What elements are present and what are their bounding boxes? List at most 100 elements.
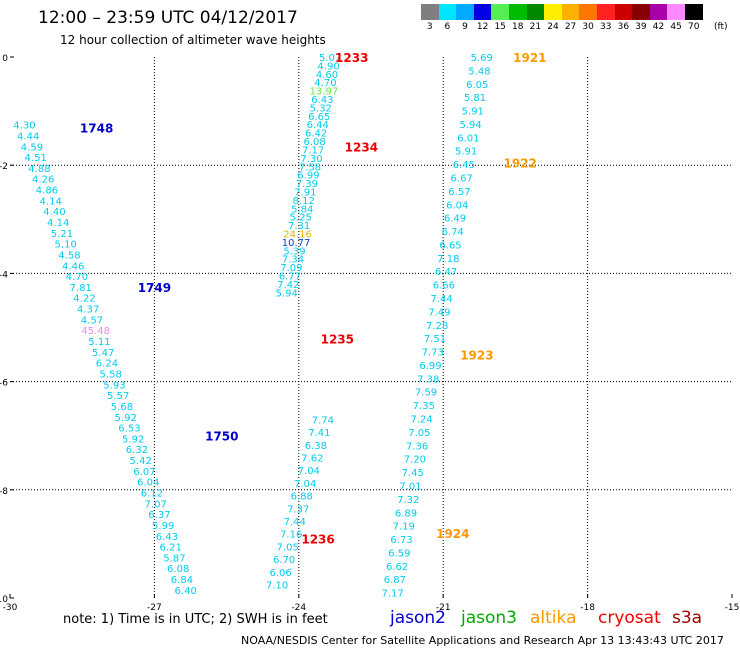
color-swatch <box>544 4 562 20</box>
wave-height-label: 4.37 <box>77 305 99 316</box>
wave-height-label: 5.91 <box>455 147 477 158</box>
time-label: 1235 <box>321 332 354 346</box>
wave-height-label: 6.77 <box>279 272 301 283</box>
wave-height-label: 6.70 <box>273 555 295 566</box>
wave-height-label: 6.62 <box>386 562 408 573</box>
wave-height-label: 6.01 <box>457 133 479 144</box>
color-scale-cell: 33 <box>596 4 615 32</box>
x-tick-label: -15 <box>725 603 740 613</box>
wave-height-label: 7.01 <box>399 481 421 492</box>
wave-height-label: 5.68 <box>111 402 133 413</box>
wave-height-label: 6.42 <box>305 129 327 140</box>
wave-height-label: 4.70 <box>66 272 88 283</box>
wave-height-label: 6.53 <box>118 424 140 435</box>
wave-height-label: 7.39 <box>296 179 318 190</box>
time-label: 1750 <box>205 430 238 444</box>
wave-height-label: 7.74 <box>312 415 334 426</box>
wave-height-label: 7.05 <box>408 428 430 439</box>
wave-height-label: 10.77 <box>282 238 311 249</box>
color-swatch <box>491 4 509 20</box>
wave-height-label: 7.45 <box>402 468 424 479</box>
wave-height-label: 7.36 <box>406 441 428 452</box>
wave-height-label: 6.66 <box>433 281 455 292</box>
wave-height-label: 7.19 <box>393 522 415 533</box>
color-scale-tick: 36 <box>617 22 630 32</box>
wave-height-label: 4.44 <box>17 131 39 142</box>
x-tick-label: -24 <box>291 603 306 613</box>
wave-height-label: 4.14 <box>47 218 69 229</box>
wave-height-label: 5.32 <box>310 103 332 114</box>
color-scale-tick: 24 <box>547 22 559 32</box>
wave-height-label: 7.59 <box>415 388 437 399</box>
wave-height-label: 6.87 <box>384 575 406 586</box>
wave-height-label: 6.32 <box>126 445 148 456</box>
x-tick-label: -30 <box>3 603 18 613</box>
y-tick-label: -10 <box>0 595 8 605</box>
wave-height-label: 4.58 <box>58 250 80 261</box>
wave-height-label: 6.57 <box>448 187 470 198</box>
wave-height-label: 7.42 <box>277 280 299 291</box>
color-scale-tick: 6 <box>444 22 451 32</box>
wave-height-label: 6.45 <box>453 160 475 171</box>
wave-height-label: 7.49 <box>428 307 450 318</box>
color-scale-cell: 70 <box>684 4 703 32</box>
color-scale-tick: 42 <box>652 22 665 32</box>
wave-height-label: 7.62 <box>301 454 323 465</box>
wave-height-label: 6.65 <box>308 112 330 123</box>
wave-height-label: 4.88 <box>28 164 50 175</box>
satellite-legend-jason3: jason3 <box>461 608 517 628</box>
color-swatch <box>561 4 580 20</box>
time-label: 1921 <box>513 51 546 65</box>
wave-height-label: 6.43 <box>156 532 178 543</box>
color-scale-tick: 18 <box>512 22 524 32</box>
color-swatch <box>473 4 492 20</box>
color-scale-tick: 30 <box>582 22 594 32</box>
color-swatch <box>438 4 457 20</box>
page-subtitle: 12 hour collection of altimeter wave hei… <box>60 33 326 47</box>
wave-height-label: 4.51 <box>25 153 47 164</box>
wave-height-label: 4.30 <box>13 121 35 132</box>
wave-height-label: 5.84 <box>291 204 313 215</box>
wave-height-label: 8.12 <box>293 196 315 207</box>
wave-height-label: 6.73 <box>390 535 412 546</box>
wave-height-label: 7.41 <box>308 428 330 439</box>
wave-height-label: 4.26 <box>32 175 54 186</box>
color-scale-tick: 12 <box>476 22 489 32</box>
time-label: 1924 <box>436 527 469 541</box>
color-scale-tick: 39 <box>635 22 647 32</box>
wave-height-label: 5.93 <box>103 380 125 391</box>
color-swatch <box>421 4 439 20</box>
wave-height-label: 5.21 <box>51 229 73 240</box>
wave-height-label: 5.07 <box>319 53 341 64</box>
x-tick-label: -18 <box>580 603 595 613</box>
wave-height-label: 7.81 <box>70 283 92 294</box>
wave-height-label: 6.40 <box>175 586 197 597</box>
wave-height-label: 6.44 <box>307 120 329 131</box>
axes: -30 -27 -24 -21 -18 -15 0 -2 -4 -6 -8 -10 <box>0 54 739 613</box>
wave-height-label: 6.37 <box>148 510 170 521</box>
wave-height-label: 5.92 <box>122 434 144 445</box>
wave-height-label: 6.84 <box>171 575 193 586</box>
wave-height-label: 6.89 <box>395 508 417 519</box>
wave-height-label: 7.38 <box>417 374 439 385</box>
wave-height-label: 6.99 <box>419 361 441 372</box>
y-tick-label: -4 <box>0 270 8 280</box>
wave-height-label: 6.07 <box>133 467 155 478</box>
color-swatch <box>649 4 668 20</box>
wave-height-label: 6.04 <box>137 478 159 489</box>
wave-height-label: 5.47 <box>92 348 114 359</box>
color-swatch <box>596 4 615 20</box>
color-swatch <box>614 4 633 20</box>
satellite-track: 5.69 5.48 6.05 5.81 5.91 5.94 6.01 5.91 6.45 6.67… <box>382 51 547 600</box>
color-scale-tick: 15 <box>494 22 506 32</box>
wave-height-label: 6.05 <box>466 80 488 91</box>
color-scale-tick: 33 <box>600 22 612 32</box>
time-label: 1233 <box>335 51 368 65</box>
color-scale-cell: 6 <box>438 4 457 32</box>
wave-height-label: 5.57 <box>107 391 129 402</box>
wave-height-label: 5.11 <box>88 337 110 348</box>
time-label: 1923 <box>460 349 493 363</box>
wave-height-label: 7.44 <box>431 294 453 305</box>
footer-note: note: 1) Time is in UTC; 2) SWH is in fe… <box>63 612 328 627</box>
wave-height-label: 5.58 <box>100 369 122 380</box>
